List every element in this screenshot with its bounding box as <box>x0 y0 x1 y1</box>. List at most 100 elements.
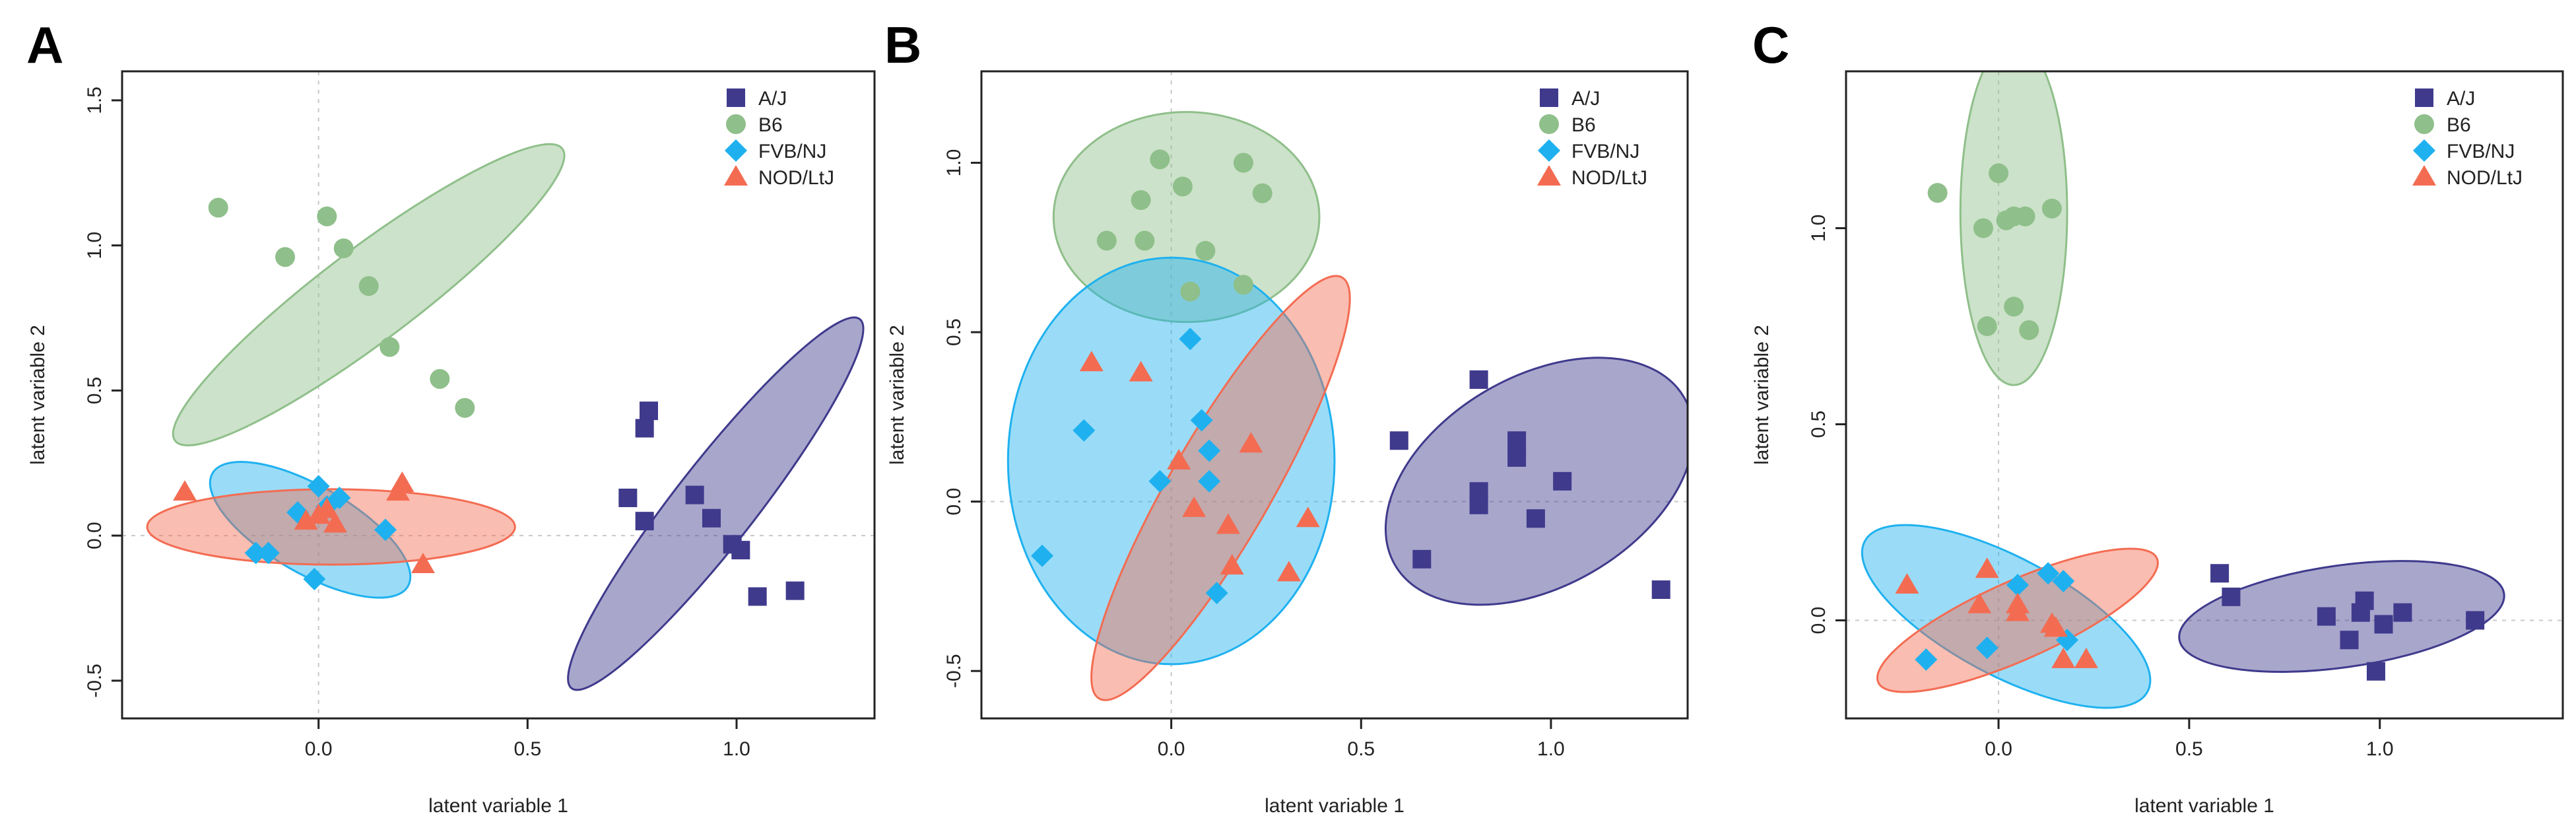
point-b6 <box>380 337 400 357</box>
legend-marker-b6 <box>726 114 746 134</box>
legend-label-nod-ltj: NOD/LtJ <box>758 167 834 189</box>
point-fvb-nj <box>307 475 330 498</box>
plot-frame <box>980 70 1689 720</box>
point-b6 <box>2019 320 2039 340</box>
point-nod-ltj <box>2005 600 2030 621</box>
point-b6 <box>1150 149 1170 170</box>
plot-area <box>122 71 875 718</box>
point-b6 <box>358 276 379 296</box>
y-tick-label: 1.0 <box>1808 215 1830 242</box>
point-b6 <box>1973 218 1993 238</box>
point-fvb-nj <box>1148 469 1172 493</box>
point-nod-ltj <box>411 553 435 574</box>
point-a-j <box>785 581 805 600</box>
legend-label-b6: B6 <box>2447 114 2471 136</box>
plot-area <box>981 71 1688 718</box>
point-b6 <box>2004 296 2024 317</box>
point-a-j <box>1526 509 1545 528</box>
point-nod-ltj <box>173 480 197 501</box>
x-axis-label: latent variable 1 <box>428 795 568 817</box>
point-a-j <box>635 419 654 438</box>
panel-b: B 0.0 0.5 1.0 -0.5 0.0 0.5 1.0 latent variable 1… <box>884 16 1689 817</box>
point-a-j <box>2351 603 2370 622</box>
point-a-j <box>1389 431 1408 450</box>
legend-marker-fvb-nj <box>725 139 747 162</box>
point-fvb-nj <box>1915 648 1938 671</box>
y-tick-label: 0.0 <box>943 488 965 516</box>
plot-frame <box>1845 70 2564 720</box>
point-nod-ltj <box>1239 432 1263 453</box>
point-nod-ltj <box>390 471 414 492</box>
point-b6 <box>1977 316 1997 337</box>
point-a-j <box>2466 611 2485 630</box>
legend-label-a-j: A/J <box>1571 88 1600 110</box>
y-tick-label: -0.5 <box>943 654 965 688</box>
point-fvb-nj <box>1179 328 1202 351</box>
point-a-j <box>2393 603 2412 622</box>
point-nod-ltj <box>1967 592 1992 613</box>
panel-label: C <box>1752 16 1789 74</box>
ellipse-b6 <box>1959 71 2068 386</box>
point-nod-ltj <box>1220 554 1244 575</box>
point-fvb-nj <box>1073 419 1096 442</box>
legend-label-nod-ltj: NOD/LtJ <box>1571 167 1647 189</box>
x-tick-label: 0.5 <box>1347 738 1375 760</box>
point-fvb-nj <box>257 541 280 565</box>
point-fvb-nj <box>1190 409 1213 432</box>
point-nod-ltj <box>1895 573 1919 594</box>
point-nod-ltj <box>1182 496 1206 517</box>
plot-frame <box>121 70 876 720</box>
point-nod-ltj <box>2074 647 2098 668</box>
point-a-j <box>1507 448 1527 467</box>
point-nod-ltj <box>2043 616 2068 637</box>
point-a-j <box>731 541 750 560</box>
y-tick-label: 0.0 <box>84 522 106 549</box>
x-tick-label: 0.5 <box>513 738 541 760</box>
x-tick-label: 0.0 <box>1158 738 1185 760</box>
legend-marker-nod-ltj <box>1537 165 1561 186</box>
panel-c: C 0.0 0.5 1.0 0.0 0.5 1.0 latent variable 1 late… <box>1751 16 2564 817</box>
point-b6 <box>430 368 450 389</box>
point-nod-ltj <box>1296 506 1320 528</box>
point-nod-ltj <box>1276 561 1301 582</box>
legend-label-b6: B6 <box>1571 114 1596 136</box>
point-fvb-nj <box>374 518 397 541</box>
point-a-j <box>1412 549 1432 569</box>
legend-marker-fvb-nj <box>1538 139 1560 162</box>
point-a-j <box>2317 607 2336 626</box>
legend: A/J B6 FVB/NJ NOD/LtJ <box>1537 88 1647 189</box>
legend-marker-a-j <box>727 88 745 107</box>
point-b6 <box>2041 198 2062 219</box>
point-nod-ltj <box>323 512 347 533</box>
legend-marker-a-j <box>1540 88 1558 107</box>
point-b6 <box>1172 176 1193 197</box>
legend-label-nod-ltj: NOD/LtJ <box>2447 167 2523 189</box>
y-tick-label: 1.0 <box>84 232 106 259</box>
legend-label-b6: B6 <box>758 114 783 136</box>
panel-label: A <box>26 16 63 74</box>
point-fvb-nj <box>2037 562 2060 585</box>
point-b6 <box>455 398 475 418</box>
y-tick-label: 1.0 <box>943 149 965 177</box>
x-tick-label: 0.0 <box>1985 738 2012 760</box>
point-a-j <box>618 489 638 508</box>
point-a-j <box>702 508 721 528</box>
point-a-j <box>2340 631 2359 650</box>
point-b6 <box>2015 206 2035 226</box>
legend-marker-b6 <box>1539 114 1559 134</box>
point-fvb-nj <box>2006 574 2029 597</box>
legend: A/J B6 FVB/NJ NOD/LtJ <box>2412 88 2523 189</box>
x-axis-label: latent variable 1 <box>1265 795 1404 817</box>
point-b6 <box>1252 183 1272 203</box>
point-a-j <box>2374 615 2393 634</box>
point-a-j <box>640 401 658 421</box>
point-nod-ltj <box>315 497 339 518</box>
point-a-j <box>1469 495 1488 514</box>
point-b6 <box>333 238 354 259</box>
point-a-j <box>2222 587 2241 606</box>
point-b6 <box>1233 153 1253 173</box>
y-tick-label: -0.5 <box>84 664 106 698</box>
point-a-j <box>748 587 767 606</box>
point-a-j <box>1553 471 1572 491</box>
